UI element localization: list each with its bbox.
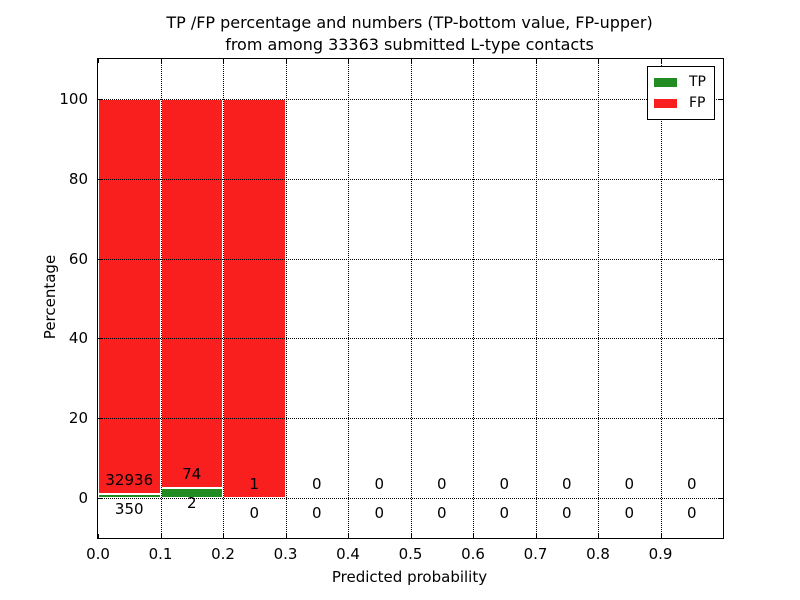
- gridline-vertical: [348, 59, 349, 538]
- x-tick-mark-top: [223, 59, 224, 63]
- fp-count-label: 0: [624, 475, 635, 494]
- x-tick-mark: [285, 534, 287, 538]
- x-tick-mark: [598, 534, 599, 538]
- gridline-vertical: [410, 59, 412, 538]
- y-tick-label: 0: [78, 489, 88, 508]
- x-axis-label: Predicted probability: [331, 568, 488, 586]
- bar-fp: [98, 98, 161, 494]
- x-tick-mark: [473, 534, 474, 538]
- tp-count-label: 2: [186, 493, 197, 512]
- y-tick-label: 40: [68, 329, 88, 348]
- gridline-vertical: [160, 59, 162, 538]
- tp-count-label: 0: [249, 504, 260, 523]
- gridline-vertical: [223, 59, 224, 538]
- fp-count-label: 0: [436, 475, 447, 494]
- y-tick-mark-right: [719, 98, 723, 100]
- x-tick-mark-top: [660, 59, 662, 63]
- y-tick-mark: [98, 338, 102, 340]
- y-tick-label: 80: [68, 169, 88, 188]
- fp-count-label: 0: [561, 475, 572, 494]
- tp-count-label: 0: [499, 504, 510, 523]
- gridline-vertical: [473, 59, 474, 538]
- y-tick-mark: [98, 418, 102, 420]
- y-tick-mark-right: [719, 418, 723, 420]
- legend-swatch-fp-icon: [654, 99, 677, 108]
- chart-title-line-1: TP /FP percentage and numbers (TP-bottom…: [166, 13, 653, 32]
- fp-count-label: 1: [249, 475, 260, 494]
- x-tick-mark: [535, 534, 537, 538]
- y-tick-label: 60: [68, 249, 88, 268]
- fp-count-label: 74: [182, 464, 202, 483]
- fp-count-label: 0: [686, 475, 697, 494]
- x-tick-mark: [410, 534, 412, 538]
- legend: TP FP: [647, 66, 715, 120]
- x-tick-mark-top: [348, 59, 349, 63]
- gridline-vertical: [285, 59, 287, 538]
- x-tick-label: 0.5: [398, 545, 423, 563]
- x-tick-mark: [98, 534, 99, 538]
- x-tick-label: 0.8: [586, 545, 610, 563]
- tp-count-label: 0: [311, 504, 322, 523]
- tp-count-label: 0: [624, 504, 635, 523]
- gridline-vertical: [535, 59, 537, 538]
- bar-tp: [98, 493, 161, 499]
- tp-count-label: 350: [114, 500, 144, 519]
- x-tick-label: 0.0: [86, 545, 110, 563]
- chart-title-line-2: from among 33363 submitted L-type contac…: [225, 35, 594, 54]
- tp-count-label: 0: [561, 504, 572, 523]
- fp-count-label: 0: [374, 475, 385, 494]
- fp-count-label: 0: [499, 475, 510, 494]
- x-tick-mark: [223, 534, 224, 538]
- y-tick-mark: [98, 258, 102, 260]
- legend-label-fp: FP: [689, 95, 706, 111]
- x-tick-mark: [160, 534, 162, 538]
- y-tick-mark: [98, 498, 102, 500]
- y-tick-label: 20: [68, 409, 88, 428]
- y-tick-mark-right: [719, 498, 723, 500]
- legend-label-tp: TP: [689, 74, 706, 90]
- y-tick-mark-right: [719, 178, 723, 180]
- x-tick-mark-top: [473, 59, 474, 63]
- x-tick-mark-top: [598, 59, 599, 63]
- x-tick-mark-top: [285, 59, 287, 63]
- x-tick-mark-top: [98, 59, 99, 63]
- chart-title: TP /FP percentage and numbers (TP-bottom…: [97, 12, 722, 56]
- y-tick-mark: [98, 178, 102, 180]
- x-tick-label: 0.3: [273, 545, 298, 563]
- gridline-vertical: [598, 59, 599, 538]
- legend-item-fp: FP: [654, 93, 706, 114]
- tp-count-label: 0: [374, 504, 385, 523]
- x-tick-mark-top: [160, 59, 162, 63]
- bar-fp: [160, 98, 223, 488]
- bar-fp: [223, 98, 286, 499]
- x-tick-label: 0.2: [211, 545, 235, 563]
- x-tick-mark: [348, 534, 349, 538]
- gridline-vertical: [660, 59, 662, 538]
- y-axis-label: Percentage: [41, 254, 59, 340]
- x-tick-label: 0.1: [148, 545, 173, 563]
- x-tick-mark-top: [410, 59, 412, 63]
- plot-area: TP FP 0.0 0.1 0.2 0.3 0.4 0.5 0.6 0.7 0.8 0.9 0 20 4…: [59, 58, 724, 562]
- tp-count-label: 0: [686, 504, 697, 523]
- tp-count-label: 0: [436, 504, 447, 523]
- x-tick-mark: [660, 534, 662, 538]
- y-tick-label: 100: [59, 89, 88, 108]
- fp-count-label: 0: [311, 475, 322, 494]
- legend-item-tp: TP: [654, 72, 706, 93]
- x-tick-mark-top: [535, 59, 537, 63]
- y-tick-mark-right: [719, 338, 723, 340]
- legend-swatch-tp-icon: [654, 78, 677, 87]
- x-tick-label: 0.6: [461, 545, 485, 563]
- x-tick-label: 0.9: [648, 545, 673, 563]
- x-tick-label: 0.4: [336, 545, 360, 563]
- y-tick-mark-right: [719, 258, 723, 260]
- fp-count-label: 32936: [105, 470, 154, 489]
- x-tick-label: 0.7: [523, 545, 548, 563]
- y-tick-mark: [98, 98, 102, 100]
